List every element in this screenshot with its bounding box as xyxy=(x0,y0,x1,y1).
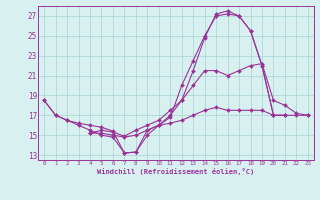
X-axis label: Windchill (Refroidissement éolien,°C): Windchill (Refroidissement éolien,°C) xyxy=(97,168,255,175)
